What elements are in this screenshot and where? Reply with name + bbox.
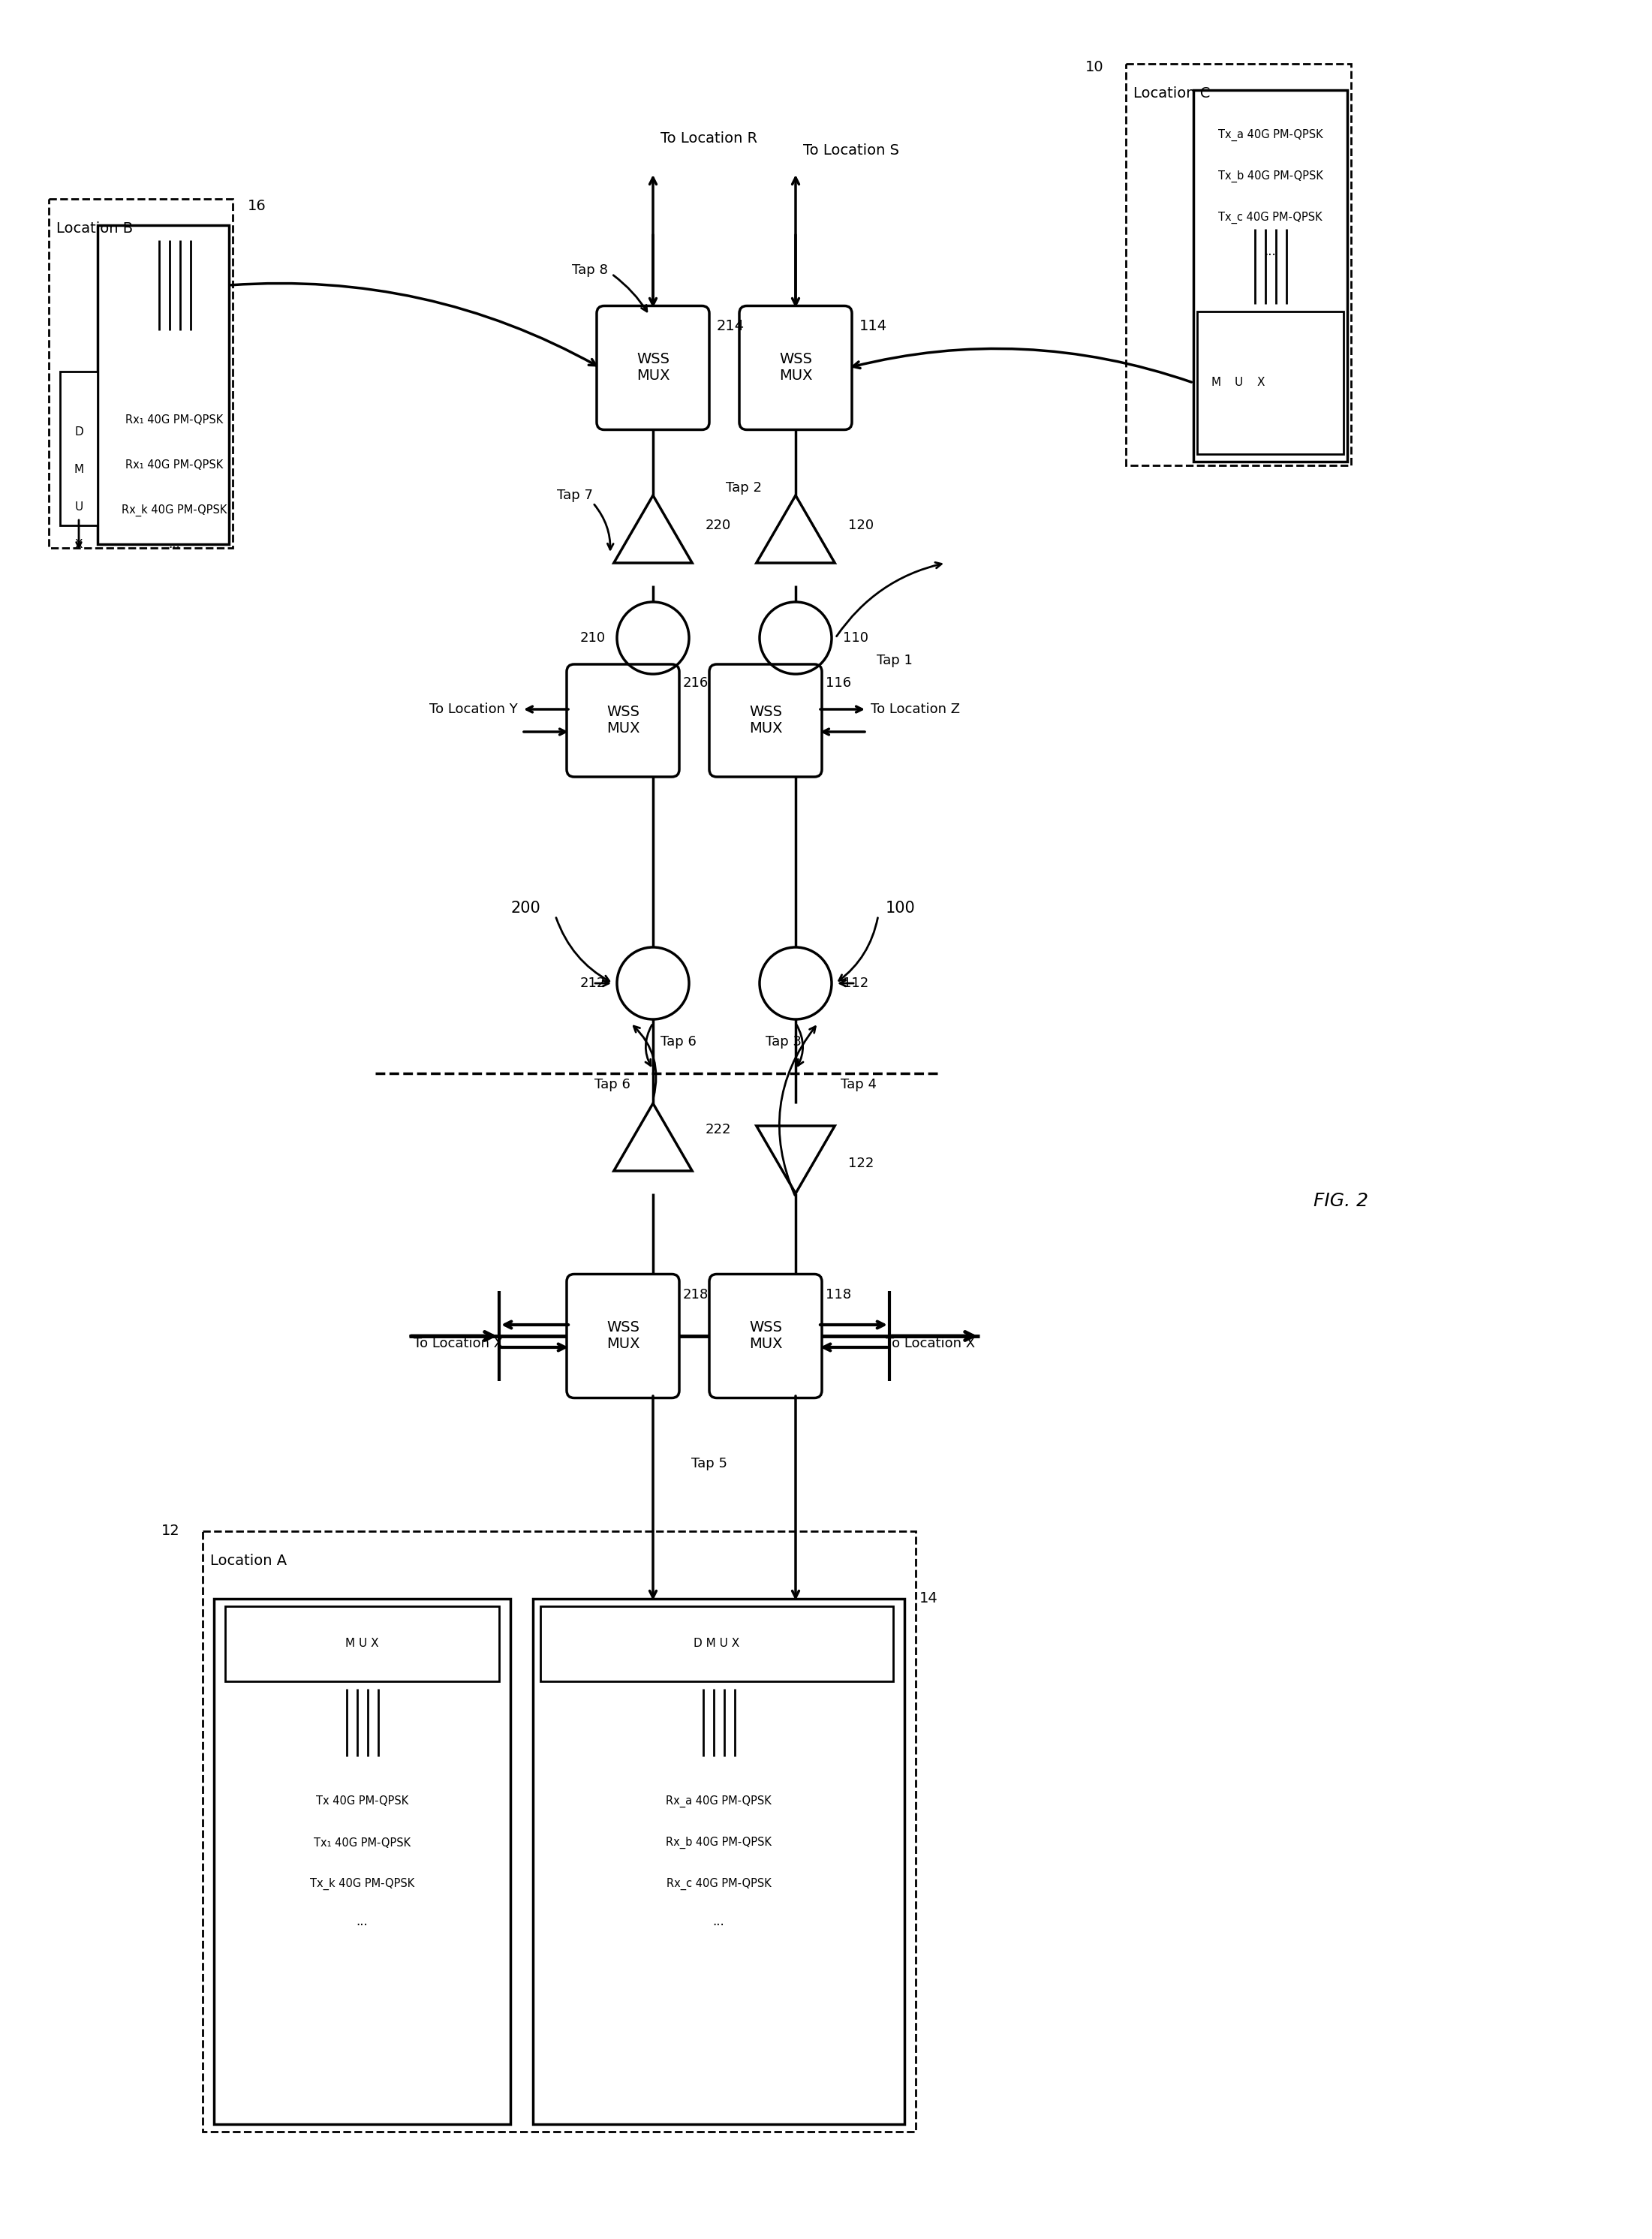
Text: M: M [74,463,84,475]
Text: Tap 7: Tap 7 [557,488,593,502]
Bar [97,226,230,544]
Text: 212: 212 [580,976,606,990]
Text: Tap 4: Tap 4 [841,1077,877,1090]
Text: WSS
MUX: WSS MUX [778,352,813,383]
Text: ...: ... [1264,244,1277,257]
Text: X: X [1257,376,1265,387]
Text: Tx_b 40G PM-QPSK: Tx_b 40G PM-QPSK [1218,170,1323,181]
Text: Tx_a 40G PM-QPSK: Tx_a 40G PM-QPSK [1218,130,1323,141]
Text: Tx 40G PM-QPSK: Tx 40G PM-QPSK [316,1796,408,1807]
Text: To Location X: To Location X [413,1337,502,1350]
FancyBboxPatch shape [709,1274,823,1397]
Text: Rx_c 40G PM-QPSK: Rx_c 40G PM-QPSK [666,1879,771,1890]
FancyBboxPatch shape [567,665,679,777]
Bar [59,372,97,526]
Text: ...: ... [169,537,180,551]
Bar [50,199,233,549]
Bar [534,1599,904,2125]
Text: Rx₁ 40G PM-QPSK: Rx₁ 40G PM-QPSK [126,414,223,425]
Text: Tap 2: Tap 2 [725,481,762,495]
Text: M: M [1211,376,1221,387]
Text: WSS
MUX: WSS MUX [748,1321,783,1352]
Text: Rx_b 40G PM-QPSK: Rx_b 40G PM-QPSK [666,1836,771,1849]
Text: 200: 200 [510,900,540,916]
Text: ...: ... [357,1914,368,1928]
Text: M U X: M U X [345,1639,378,1650]
Text: Tx_c 40G PM-QPSK: Tx_c 40G PM-QPSK [1218,213,1322,224]
Bar [1127,63,1351,466]
Text: To Location Y: To Location Y [430,703,517,716]
Text: To Location S: To Location S [803,143,899,157]
Text: 16: 16 [248,199,266,213]
Bar [213,1599,510,2125]
Text: 100: 100 [885,900,915,916]
Text: 222: 222 [705,1124,732,1137]
Text: 122: 122 [847,1158,874,1171]
FancyBboxPatch shape [596,307,709,430]
Text: Tap 6: Tap 6 [661,1034,697,1048]
Text: 112: 112 [843,976,869,990]
Text: Tap 1: Tap 1 [877,654,912,667]
Text: U: U [1234,376,1242,387]
Text: X: X [74,540,83,551]
Text: Location B: Location B [56,222,132,235]
Text: 214: 214 [717,320,745,334]
FancyBboxPatch shape [740,307,852,430]
Text: 110: 110 [843,631,869,645]
Text: ...: ... [712,1914,725,1928]
Text: 12: 12 [162,1525,180,1538]
Text: 220: 220 [705,519,732,533]
Text: 216: 216 [682,676,709,690]
Text: Location C: Location C [1133,87,1211,101]
Text: WSS
MUX: WSS MUX [606,1321,639,1352]
Text: 114: 114 [859,320,887,334]
Bar [203,1531,915,2132]
Text: To Location R: To Location R [661,132,757,146]
Text: To Location X: To Location X [885,1337,975,1350]
Text: 10: 10 [1085,60,1104,74]
Bar [1198,311,1343,455]
Text: Location A: Location A [210,1554,287,1567]
Text: 218: 218 [682,1287,709,1301]
Text: 118: 118 [826,1287,851,1301]
Text: Tap 5: Tap 5 [691,1458,727,1471]
Text: WSS
MUX: WSS MUX [748,705,783,737]
Text: Rx₁ 40G PM-QPSK: Rx₁ 40G PM-QPSK [126,459,223,470]
Text: Rx_a 40G PM-QPSK: Rx_a 40G PM-QPSK [666,1796,771,1807]
Bar [540,1605,894,1681]
Text: Tap 6: Tap 6 [595,1077,631,1090]
Text: Tx₁ 40G PM-QPSK: Tx₁ 40G PM-QPSK [314,1836,411,1849]
Text: 210: 210 [580,631,606,645]
Text: U: U [74,502,83,513]
Text: Tx_k 40G PM-QPSK: Tx_k 40G PM-QPSK [311,1879,415,1890]
Text: 116: 116 [826,676,851,690]
Text: FIG. 2: FIG. 2 [1313,1191,1368,1209]
Text: Tap 3: Tap 3 [765,1034,801,1048]
Text: 14: 14 [920,1592,938,1605]
Text: Tap 8: Tap 8 [572,264,608,278]
Text: WSS
MUX: WSS MUX [606,705,639,737]
Text: D M U X: D M U X [694,1639,740,1650]
Text: D: D [74,425,83,437]
Text: WSS
MUX: WSS MUX [636,352,669,383]
FancyBboxPatch shape [567,1274,679,1397]
Text: To Location Z: To Location Z [871,703,960,716]
Text: 120: 120 [847,519,874,533]
Bar [225,1605,499,1681]
FancyBboxPatch shape [709,665,823,777]
Text: Rx_k 40G PM-QPSK: Rx_k 40G PM-QPSK [122,504,228,517]
Bar [1193,90,1348,461]
